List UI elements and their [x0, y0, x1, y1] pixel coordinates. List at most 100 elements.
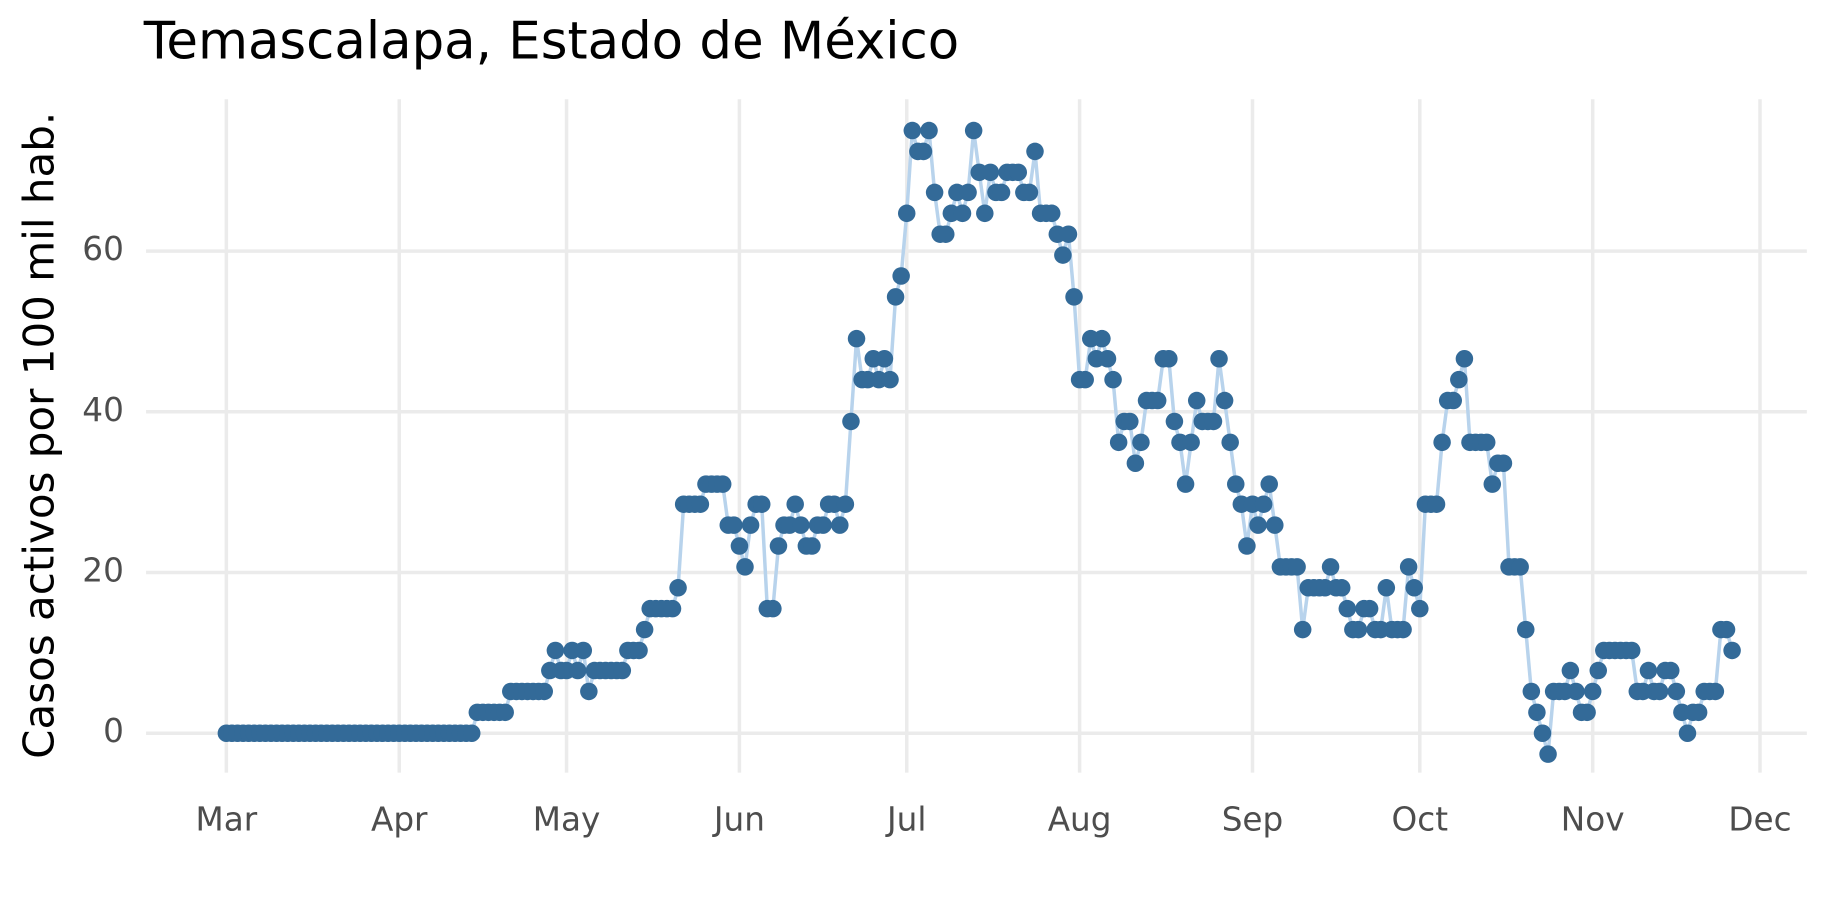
point [1165, 412, 1184, 431]
point [792, 516, 810, 534]
point [964, 121, 983, 140]
point [842, 412, 860, 431]
point [1477, 433, 1496, 452]
point [1332, 579, 1351, 597]
point [1349, 620, 1368, 639]
point [1126, 454, 1145, 472]
point [1260, 475, 1278, 493]
point [1494, 454, 1513, 472]
point [1132, 433, 1150, 452]
point [892, 267, 910, 285]
point [1517, 620, 1535, 639]
point [1360, 599, 1379, 618]
point [920, 121, 938, 140]
point [1394, 620, 1412, 639]
point [1667, 682, 1686, 701]
y-tick-label: 0 [103, 712, 124, 750]
point [1533, 724, 1552, 742]
point [546, 641, 565, 660]
point [1098, 350, 1117, 368]
point [713, 475, 732, 493]
point [1187, 391, 1206, 410]
point [1483, 475, 1502, 493]
point [1589, 661, 1608, 680]
point [1405, 579, 1423, 597]
point [1020, 183, 1039, 202]
point [1539, 745, 1557, 763]
point [752, 495, 771, 513]
point [786, 495, 804, 513]
point [881, 370, 899, 389]
point [847, 329, 866, 348]
x-tick-label: Jul [885, 801, 926, 839]
point [1254, 495, 1273, 513]
point [1511, 558, 1529, 576]
point [903, 121, 922, 140]
point [630, 641, 648, 660]
point [992, 183, 1011, 202]
point [1678, 724, 1697, 742]
point [1026, 142, 1044, 161]
point [613, 661, 632, 680]
point [574, 641, 593, 660]
point [1288, 558, 1306, 576]
x-tick-label: Apr [371, 801, 428, 839]
y-tick-label: 60 [82, 230, 124, 268]
point [580, 682, 598, 701]
x-tick-label: Mar [196, 801, 258, 839]
point [1622, 641, 1641, 660]
point [1583, 682, 1602, 701]
point [663, 599, 682, 618]
point [730, 537, 749, 555]
point [897, 204, 916, 223]
point [1059, 225, 1078, 243]
point [568, 661, 587, 680]
point [669, 579, 687, 597]
point [1639, 661, 1658, 680]
point [635, 620, 654, 639]
point [831, 516, 849, 534]
point [1723, 641, 1741, 660]
point [836, 495, 855, 513]
point [875, 350, 894, 368]
point [1249, 516, 1267, 534]
point [1427, 495, 1446, 513]
point [814, 516, 832, 534]
marks [217, 121, 1741, 763]
point [1266, 516, 1284, 534]
point [1215, 391, 1234, 410]
chart-title: Temascalapa, Estado de México [143, 11, 959, 71]
point [691, 495, 710, 513]
point [959, 183, 977, 202]
point [1076, 370, 1094, 389]
point [462, 724, 481, 742]
point [886, 288, 905, 306]
point [1706, 682, 1725, 701]
point [803, 537, 821, 555]
point [741, 516, 760, 534]
point [1561, 661, 1580, 680]
point [1121, 412, 1139, 431]
point [953, 204, 972, 223]
point [1650, 682, 1669, 701]
x-tick-label: Jun [712, 801, 765, 839]
point [1182, 433, 1200, 452]
point [1455, 350, 1474, 368]
point [1444, 391, 1463, 410]
point [1227, 475, 1245, 493]
point [1176, 475, 1195, 493]
point [1160, 350, 1178, 368]
point [1567, 682, 1585, 701]
y-tick-label: 40 [82, 391, 124, 429]
point [1411, 599, 1429, 618]
point [1578, 703, 1596, 722]
point [1104, 370, 1122, 389]
point [976, 204, 994, 223]
x-tick-label: May [533, 801, 601, 839]
point [725, 516, 743, 534]
point [1293, 620, 1312, 639]
point [736, 558, 754, 576]
point [1109, 433, 1128, 452]
point [981, 163, 1000, 182]
